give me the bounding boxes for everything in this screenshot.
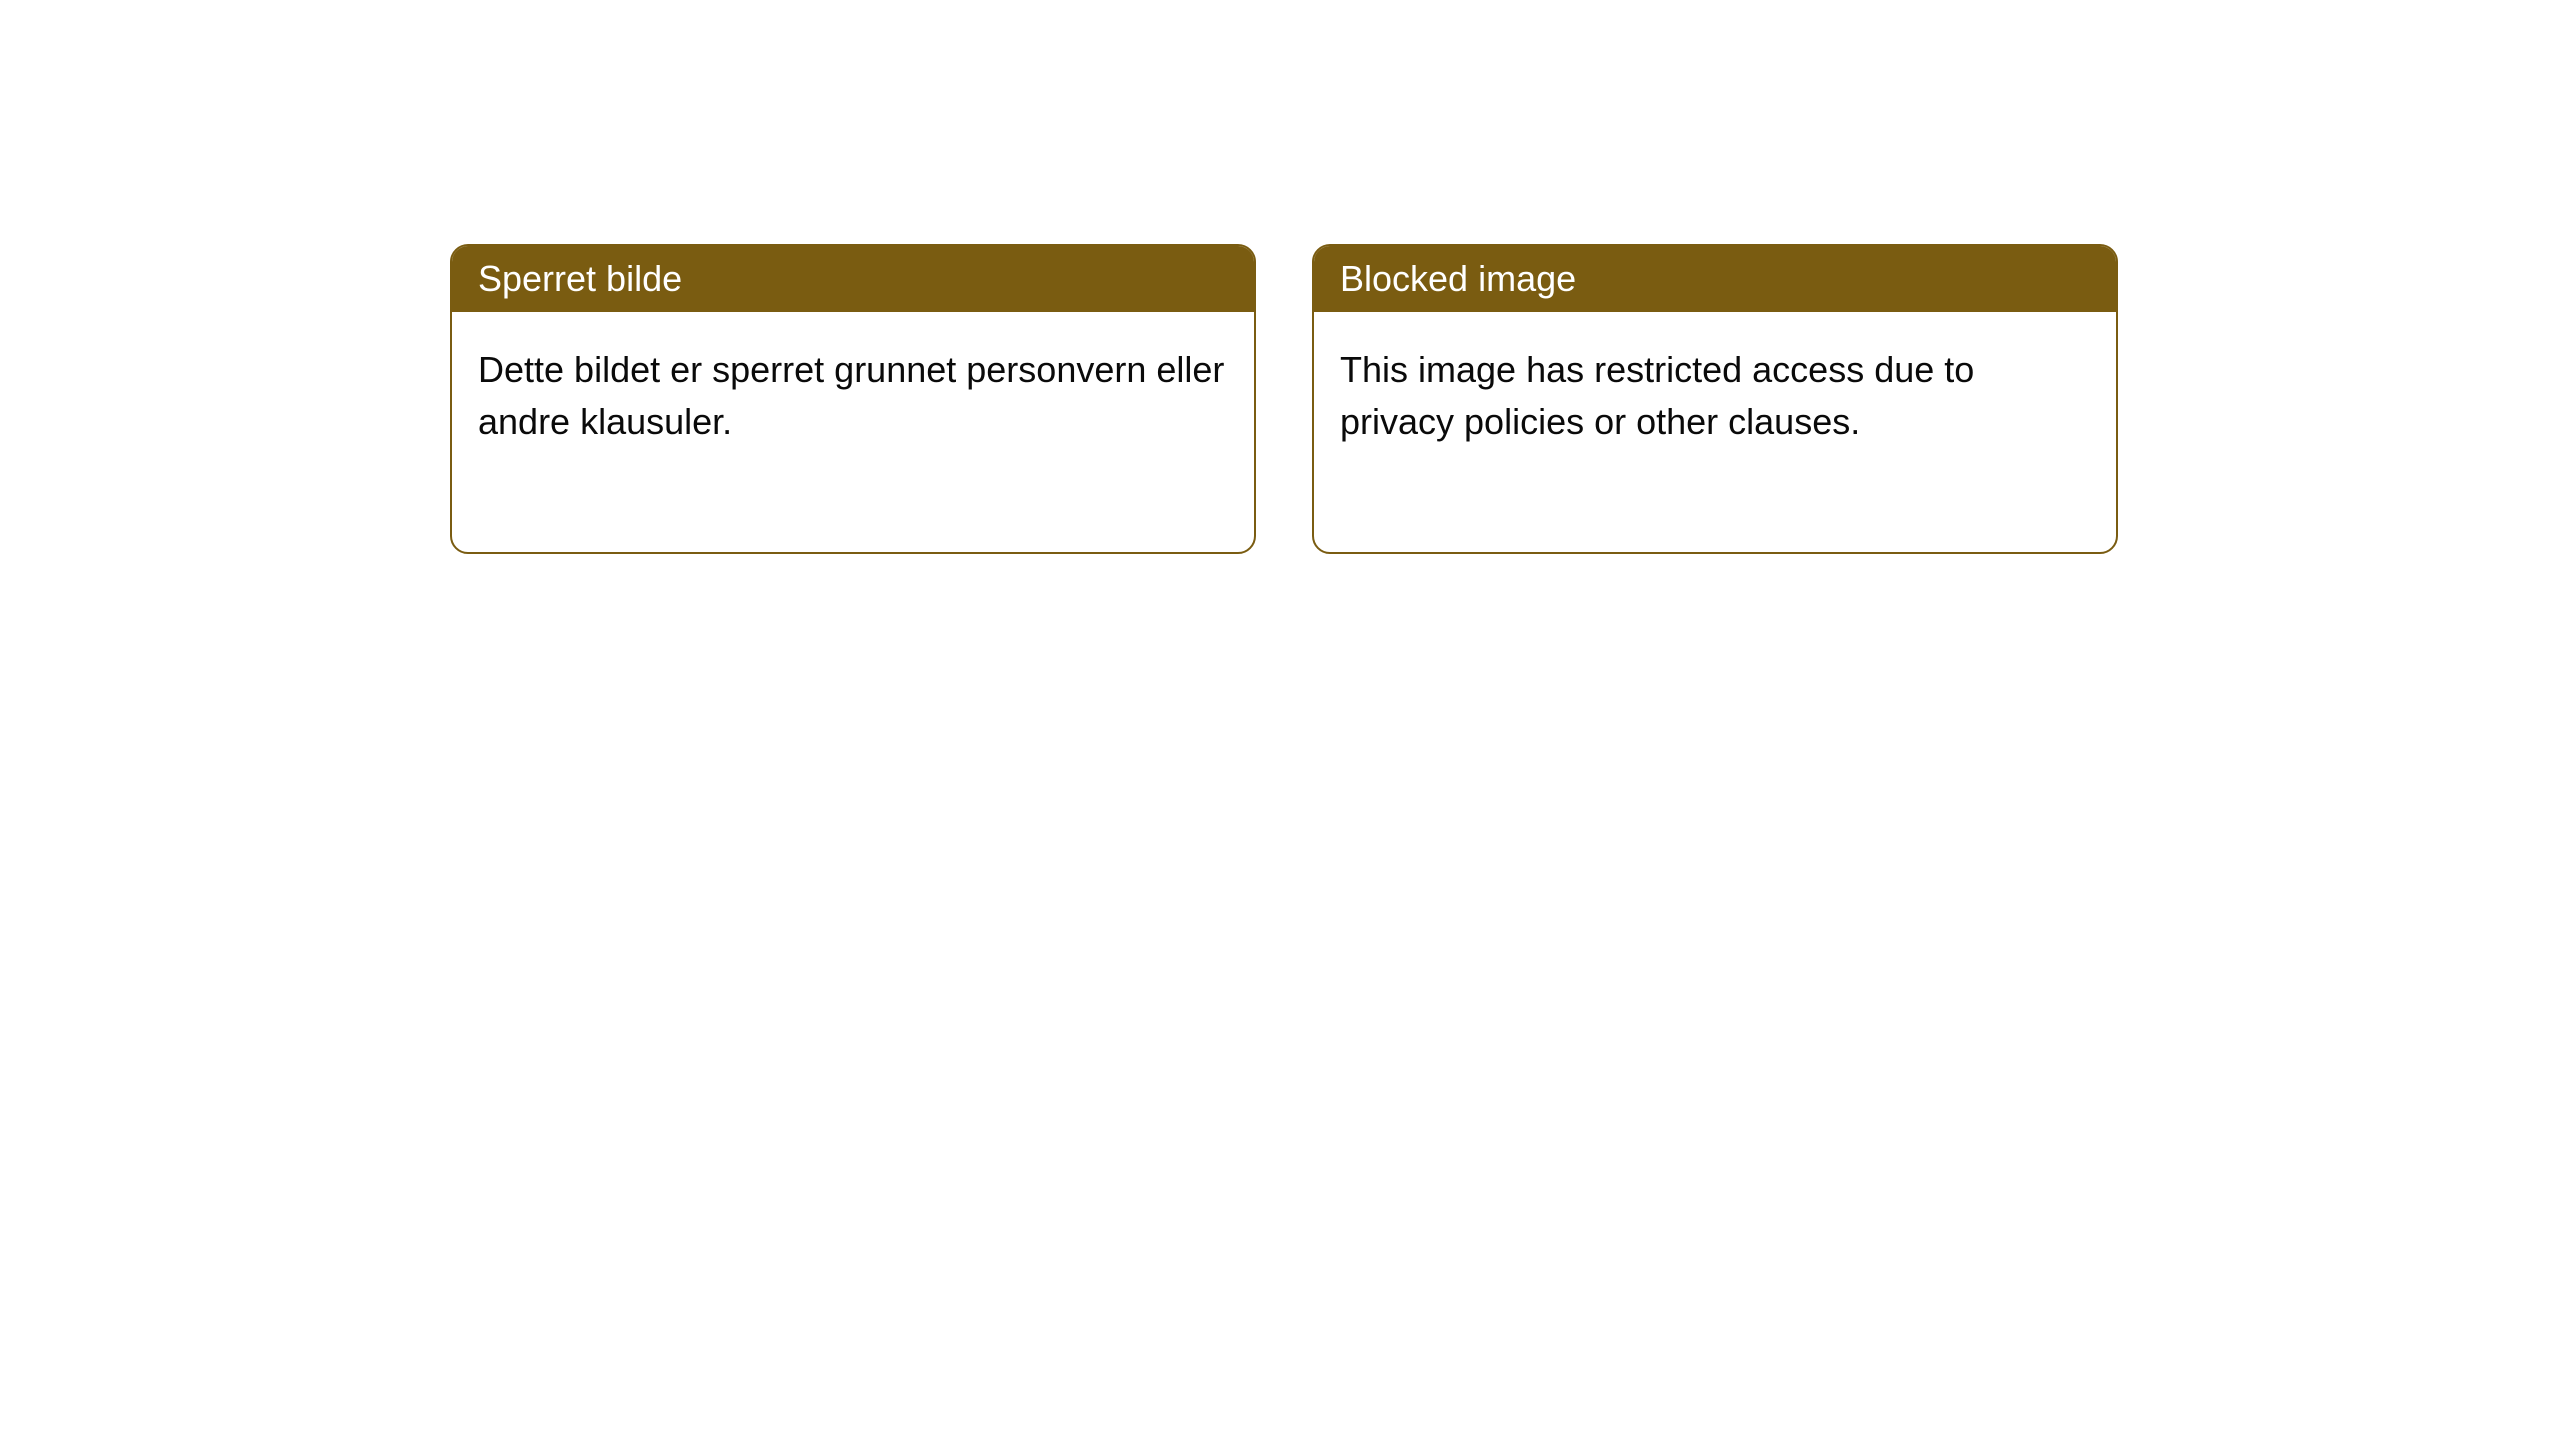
card-header: Blocked image [1314, 246, 2116, 312]
notice-card-norwegian: Sperret bilde Dette bildet er sperret gr… [450, 244, 1256, 554]
card-title: Sperret bilde [478, 258, 682, 299]
notice-card-english: Blocked image This image has restricted … [1312, 244, 2118, 554]
notice-container: Sperret bilde Dette bildet er sperret gr… [450, 244, 2118, 554]
card-title: Blocked image [1340, 258, 1576, 299]
card-body-text: Dette bildet er sperret grunnet personve… [478, 349, 1224, 442]
card-body: Dette bildet er sperret grunnet personve… [452, 312, 1254, 552]
card-body-text: This image has restricted access due to … [1340, 349, 1974, 442]
card-header: Sperret bilde [452, 246, 1254, 312]
card-body: This image has restricted access due to … [1314, 312, 2116, 552]
